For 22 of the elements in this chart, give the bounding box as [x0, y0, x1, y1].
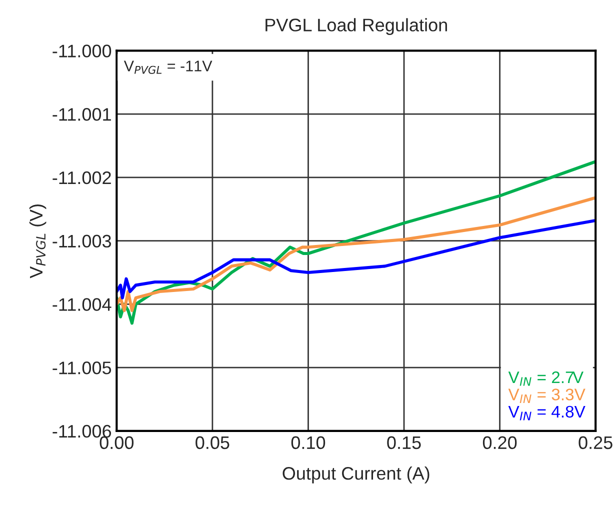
- x-tick-label: 0.00: [100, 436, 134, 450]
- y-tick-label: -11.000: [52, 44, 112, 58]
- x-tick-label: 0.10: [291, 436, 326, 450]
- line-series: [116, 219, 596, 300]
- y-tick-label: -11.002: [52, 171, 111, 184]
- y-axis-title: V$_{PVGL}$ (V): [29, 204, 46, 278]
- annotation: V$_{PVGL}$ = -11V: [124, 60, 212, 74]
- text: V$_{IN}$ = 3.3V: [508, 388, 586, 403]
- line-series: [116, 196, 596, 312]
- x-axis-title: Output Current (A): [282, 466, 430, 484]
- y-tick-label: -11.001: [52, 108, 111, 121]
- x-tick-label: 0.20: [482, 436, 517, 450]
- y-tick-label: -11.003: [52, 234, 112, 248]
- x-tick-label: 0.05: [196, 436, 230, 450]
- chart-title: PVGL Load Regulation: [266, 18, 447, 35]
- y-tick-label: -11.006: [52, 424, 112, 438]
- x-tick-label: 0.15: [387, 436, 421, 450]
- y-tick-label: -11.004: [52, 298, 112, 311]
- text: V$_{IN}$ = 2.7V: [508, 371, 584, 386]
- y-tick-label: -11.005: [52, 362, 112, 374]
- text: V$_{IN}$ = 4.8V: [508, 406, 586, 420]
- x-tick-label: 0.25: [578, 436, 612, 450]
